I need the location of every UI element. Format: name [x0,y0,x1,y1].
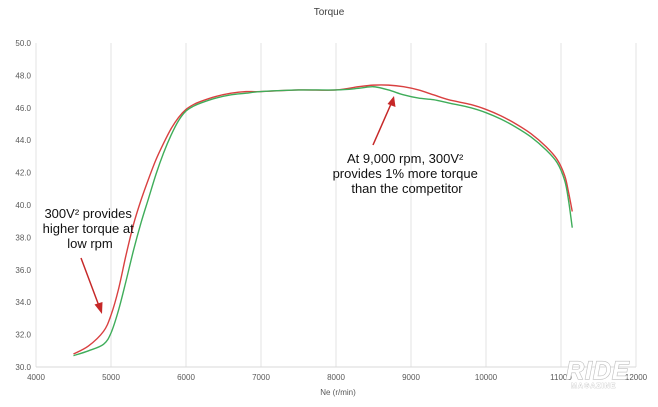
annotation-low-rpm-arrowhead [94,302,103,314]
x-tick-label: 8000 [327,373,345,382]
x-axis-ticks: 4000 5000 6000 7000 8000 9000 10000 11000 12000 [27,373,648,382]
series-lines [73,84,573,357]
y-tick-label: 40.0 [15,201,31,210]
annotation-9000-rpm-line-2: provides 1% more torque [333,166,478,181]
logo-subtitle: MAGAZINE [571,383,616,390]
ride-magazine-logo: RIDE MAGAZINE [565,356,630,390]
annotation-low-rpm-line-1: 300V² provides [44,206,132,221]
svg-text:300V² provides higher to: 300V² provides higher torque at low rpm [43,206,138,251]
y-tick-label: 42.0 [15,169,31,178]
svg-text:At 9,000 rpm, 300V² prov: At 9,000 rpm, 300V² provides 1% more tor… [333,151,482,196]
y-tick-label: 30.0 [15,363,31,372]
x-tick-label: 5000 [102,373,120,382]
annotation-low-rpm-line-3: low rpm [67,236,113,251]
y-tick-label: 34.0 [15,298,31,307]
y-tick-label: 44.0 [15,136,31,145]
series-line-2 [73,86,573,357]
x-tick-label: 11000 [550,373,572,382]
grid [35,43,637,368]
x-axis-title: Ne (r/min) [320,388,356,397]
annotation-9000-rpm: At 9,000 rpm, 300V² provides 1% more tor… [333,96,482,196]
annotation-9000-rpm-line-1: At 9,000 rpm, 300V² [347,151,464,166]
annotation-low-rpm-line-2: higher torque at [43,221,134,236]
annotation-9000-rpm-line-3: than the competitor [351,181,463,196]
x-tick-label: 4000 [27,373,45,382]
annotation-low-rpm-arrow [80,257,100,307]
logo-wordmark: RIDE [566,357,630,385]
chart-title: Torque [314,7,345,18]
y-tick-label: 50.0 [15,39,31,48]
annotation-low-rpm: 300V² provides higher torque at low rpm [43,206,138,314]
x-tick-label: 7000 [252,373,270,382]
y-tick-label: 36.0 [15,266,31,275]
y-tick-label: 46.0 [15,104,31,113]
annotation-9000-rpm-arrowhead [387,96,396,107]
x-tick-label: 12000 [625,373,648,382]
y-tick-label: 38.0 [15,233,31,242]
x-tick-label: 9000 [402,373,420,382]
x-tick-label: 6000 [177,373,195,382]
annotation-9000-rpm-arrow [372,103,392,146]
y-axis-ticks: 30.0 32.0 34.0 36.0 38.0 40.0 42.0 44.0 46.0 48.0… [15,39,31,372]
x-tick-label: 10000 [475,373,498,382]
y-tick-label: 32.0 [15,331,31,340]
y-tick-label: 48.0 [15,71,31,80]
series-line-1 [73,84,573,355]
